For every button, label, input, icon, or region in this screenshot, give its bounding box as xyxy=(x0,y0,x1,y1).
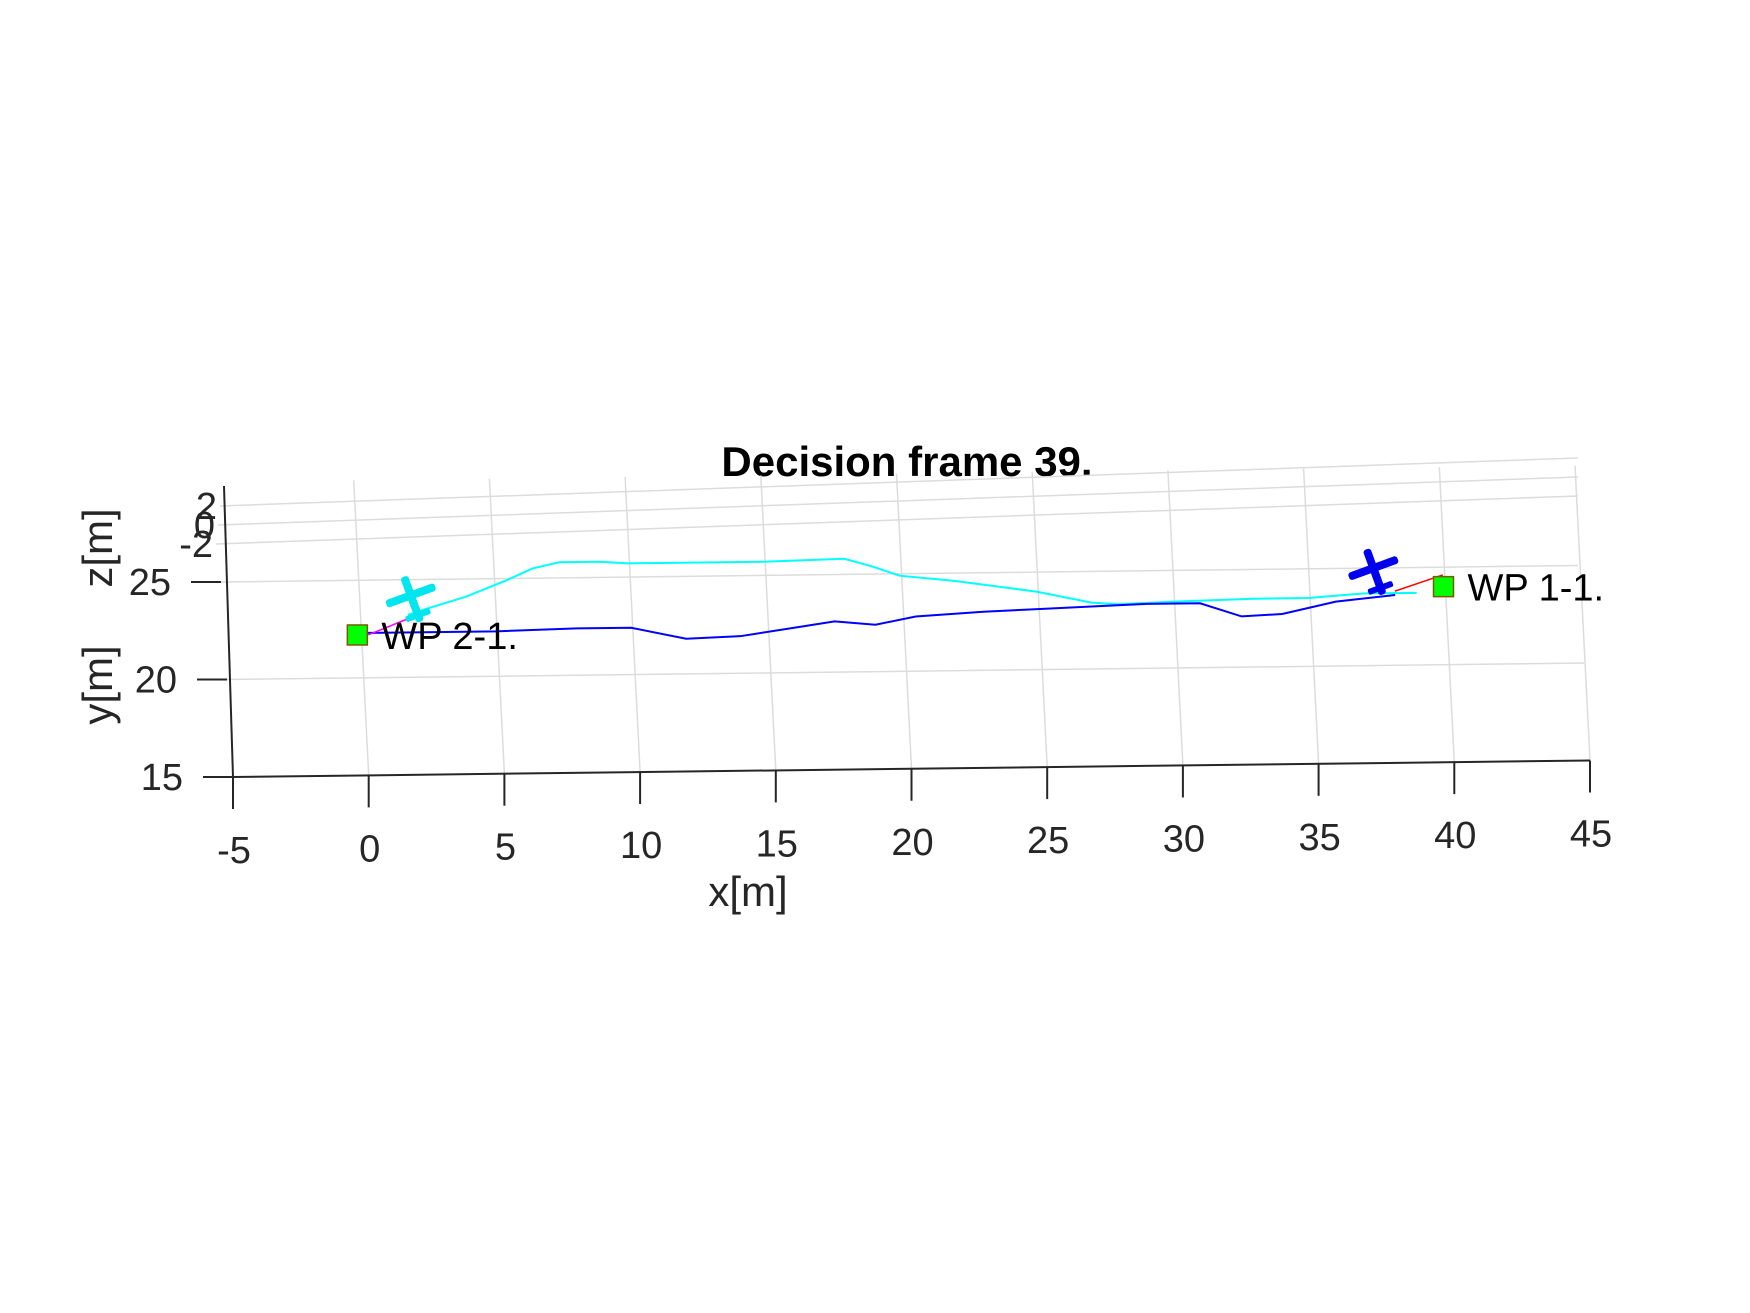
z-gridline xyxy=(217,476,1579,526)
waypoints: WP 1-1. WP 2-1. xyxy=(346,568,1605,658)
x-tick-label: 45 xyxy=(1570,814,1612,856)
axes xyxy=(191,485,1591,809)
guide-line xyxy=(367,618,409,636)
trajectory-line xyxy=(368,594,1396,640)
x-gridline xyxy=(1574,465,1591,761)
grid xyxy=(215,457,1591,776)
aircraft-markers xyxy=(385,548,1399,623)
x-tick-label: 35 xyxy=(1298,817,1340,859)
airplane-blue-icon xyxy=(1348,548,1399,595)
x-tick-label: 30 xyxy=(1163,818,1205,860)
x-tick-label: 25 xyxy=(1027,820,1069,862)
y-gridline xyxy=(226,662,1585,681)
x-axis-label: x[m] xyxy=(708,868,787,915)
y-gridline xyxy=(220,564,1579,583)
y-axis-label: y[m] xyxy=(74,645,121,724)
z-tick-label: 2 xyxy=(196,486,217,528)
x-gridline xyxy=(488,478,506,774)
x-tick-label: 0 xyxy=(359,828,380,870)
waypoint-label: WP 1-1. xyxy=(1468,568,1605,610)
trajectory-line xyxy=(407,557,1417,616)
x-tick-label: 20 xyxy=(891,822,933,864)
waypoint-marker xyxy=(1432,575,1455,598)
trajectories xyxy=(368,557,1417,640)
x-tick-label: 40 xyxy=(1434,815,1476,857)
x-tick-label: 10 xyxy=(620,825,662,867)
y-tick-label: 15 xyxy=(141,757,183,799)
guide-lines xyxy=(367,574,1444,636)
waypoint-label: WP 2-1. xyxy=(381,616,518,658)
x-tick-label: -5 xyxy=(217,830,251,872)
chart-title: Decision frame 39. xyxy=(721,438,1092,485)
x-tick-label: 15 xyxy=(756,823,798,865)
z-gridline xyxy=(215,495,1579,545)
x-gridline xyxy=(895,473,913,769)
z-axis-label: z[m] xyxy=(74,508,121,587)
x-gridline xyxy=(760,475,777,771)
y-tick-label: 25 xyxy=(129,562,171,604)
waypoint-marker xyxy=(346,624,369,646)
z-tick-label: -2 xyxy=(179,524,213,566)
x-gridline xyxy=(1167,470,1184,766)
y-axis-line xyxy=(223,485,234,778)
x-gridline xyxy=(1438,467,1456,763)
z-gridline xyxy=(219,457,1579,507)
x-gridline xyxy=(1031,472,1048,768)
x-gridline xyxy=(1302,468,1320,764)
x-gridline xyxy=(624,477,641,773)
x-tick-label: 5 xyxy=(495,827,516,869)
y-tick-label: 20 xyxy=(135,660,177,702)
z-tick-label: 0 xyxy=(194,505,215,547)
airplane-cyan-icon xyxy=(385,576,436,623)
